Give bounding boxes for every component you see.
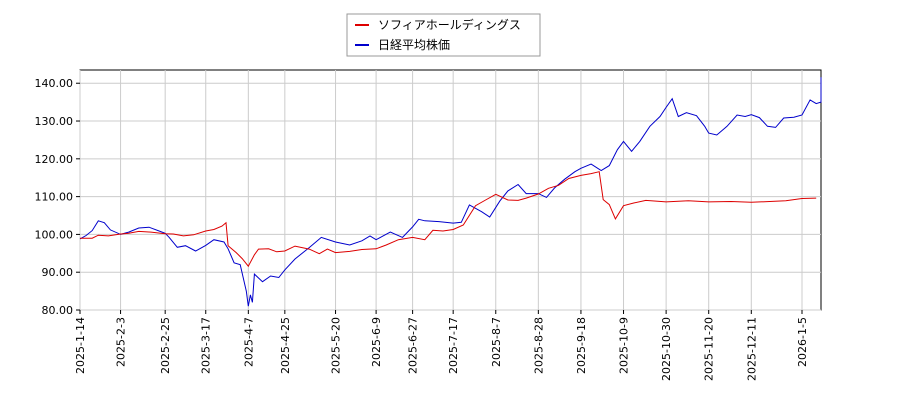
legend: ソフィアホールディングス 日経平均株価 <box>346 13 541 57</box>
legend-box <box>346 13 541 57</box>
y-tick-label: 140.00 <box>35 77 74 90</box>
series-line-1 <box>79 77 822 307</box>
x-tick-label: 2025-11-20 <box>703 317 716 381</box>
y-tick-label: 120.00 <box>35 153 74 166</box>
y-tick-label: 110.00 <box>35 191 74 204</box>
x-tick-label: 2025-6-27 <box>407 317 420 374</box>
legend-label-1: 日経平均株価 <box>378 37 450 52</box>
x-tick-label: 2025-10-30 <box>660 317 673 381</box>
y-tick-label: 90.00 <box>42 266 74 279</box>
x-tick-label: 2026-1-5 <box>796 317 809 367</box>
x-tick-label: 2025-2-25 <box>159 317 172 374</box>
x-tick-label: 2025-12-11 <box>745 317 758 381</box>
x-tick-label: 2025-4-25 <box>279 317 292 374</box>
series-line-0 <box>80 171 817 268</box>
x-tick-label: 2025-8-7 <box>490 317 503 367</box>
x-tick-label: 2025-1-14 <box>74 317 87 374</box>
x-tick-label: 2025-2-3 <box>115 317 128 367</box>
x-axis: 2025-1-14 2025-2-3 2025-2-25 2025-3-17 2025-… <box>74 310 809 381</box>
x-tick-label: 2025-6-9 <box>370 317 383 367</box>
x-tick-label: 2025-3-17 <box>200 317 213 374</box>
x-tick-label: 2025-10-9 <box>618 317 631 374</box>
legend-label-0: ソフィアホールディングス <box>378 17 521 32</box>
y-tick-label: 100.00 <box>35 228 74 241</box>
x-tick-label: 2025-8-28 <box>532 317 545 374</box>
x-tick-label: 2025-9-18 <box>575 317 588 374</box>
x-tick-label: 2025-5-20 <box>330 317 343 374</box>
y-axis: 80.00 90.00 100.00 110.00 120.00 130.00 140.00 <box>35 77 80 317</box>
y-tick-label: 130.00 <box>35 115 74 128</box>
plot-area <box>79 69 822 311</box>
x-tick-label: 2025-7-17 <box>447 317 460 374</box>
grid <box>79 70 821 311</box>
y-tick-label: 80.00 <box>42 304 74 317</box>
series-layer <box>79 77 822 307</box>
x-tick-label: 2025-4-7 <box>242 317 255 367</box>
